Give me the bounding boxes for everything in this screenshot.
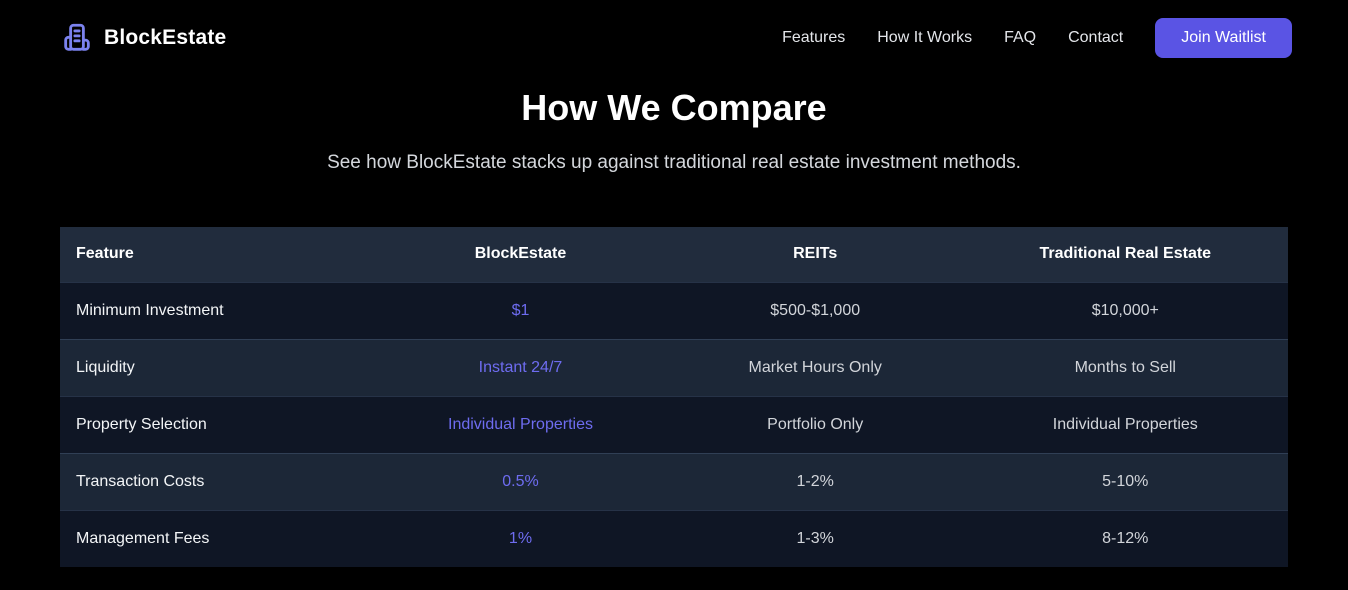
- nav-link-how-it-works[interactable]: How It Works: [877, 29, 973, 46]
- nav-link-faq[interactable]: FAQ: [1004, 29, 1037, 46]
- page-title: How We Compare: [521, 87, 827, 128]
- feature-cell: Liquidity: [60, 338, 374, 397]
- blockestate-value-cell: 1%: [373, 509, 668, 568]
- table-row: Management Fees 1% 1-3% 8-12%: [60, 509, 1288, 568]
- table-row: Property Selection Individual Properties…: [60, 395, 1288, 454]
- blockestate-value-cell: Individual Properties: [373, 395, 668, 454]
- reits-value-cell: Market Hours Only: [667, 338, 963, 397]
- comparison-table-wrap: Feature BlockEstate REITs Traditional Re…: [60, 227, 1288, 568]
- feature-cell: Transaction Costs: [60, 452, 374, 511]
- site-header: BlockEstate Features How It Works FAQ Co…: [0, 0, 1348, 76]
- table-row: Transaction Costs 0.5% 1-2% 5-10%: [60, 452, 1288, 511]
- brand-name: BlockEstate: [104, 26, 227, 49]
- blockestate-value-cell: Instant 24/7: [373, 338, 668, 397]
- join-waitlist-button[interactable]: Join Waitlist: [1155, 18, 1292, 58]
- col-header-reits: REITs: [667, 227, 963, 283]
- nav-link-contact[interactable]: Contact: [1068, 29, 1124, 46]
- traditional-value-cell: 5-10%: [962, 452, 1288, 511]
- comparison-table-body: Minimum Investment $1 $500-$1,000 $10,00…: [60, 281, 1288, 568]
- page-subtitle: See how BlockEstate stacks up against tr…: [327, 152, 1021, 174]
- reits-value-cell: 1-2%: [667, 452, 963, 511]
- nav-link-features[interactable]: Features: [782, 29, 846, 46]
- col-header-traditional: Traditional Real Estate: [962, 227, 1288, 283]
- traditional-value-cell: $10,000+: [962, 281, 1288, 340]
- comparison-table-head: Feature BlockEstate REITs Traditional Re…: [60, 227, 1288, 283]
- traditional-value-cell: 8-12%: [962, 509, 1288, 568]
- col-header-feature: Feature: [60, 227, 374, 283]
- comparison-table: Feature BlockEstate REITs Traditional Re…: [60, 227, 1288, 568]
- blockestate-value-cell: 0.5%: [373, 452, 668, 511]
- building-logo-icon: [60, 21, 94, 55]
- feature-cell: Minimum Investment: [60, 281, 374, 340]
- table-row: Liquidity Instant 24/7 Market Hours Only…: [60, 338, 1288, 397]
- feature-cell: Management Fees: [60, 509, 374, 568]
- reits-value-cell: $500-$1,000: [667, 281, 963, 340]
- hero-section: How We Compare See how BlockEstate stack…: [0, 86, 1348, 174]
- col-header-blockestate: BlockEstate: [373, 227, 668, 283]
- traditional-value-cell: Individual Properties: [962, 395, 1288, 454]
- brand[interactable]: BlockEstate: [60, 21, 226, 55]
- main-nav: Features How It Works FAQ Contact Join W…: [782, 18, 1292, 58]
- reits-value-cell: 1-3%: [667, 509, 963, 568]
- feature-cell: Property Selection: [60, 395, 374, 454]
- traditional-value-cell: Months to Sell: [962, 338, 1288, 397]
- reits-value-cell: Portfolio Only: [667, 395, 963, 454]
- blockestate-value-cell: $1: [373, 281, 668, 340]
- table-row: Minimum Investment $1 $500-$1,000 $10,00…: [60, 281, 1288, 340]
